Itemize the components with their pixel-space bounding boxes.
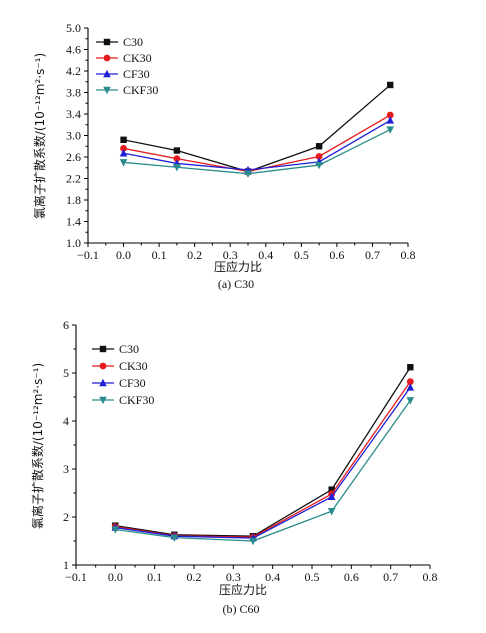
series-line-cf30	[123, 119, 391, 171]
y-tick-label: 1	[63, 558, 69, 572]
y-tick-label: 4.2	[66, 64, 81, 78]
x-tick-label: −0.1	[77, 248, 99, 262]
x-tick-label: 0.0	[116, 248, 131, 262]
y-tick-label: 3.0	[66, 129, 81, 143]
data-point-cf30	[119, 149, 128, 157]
y-tick-label: 1.0	[66, 236, 81, 250]
y-tick-label: 5	[63, 366, 69, 380]
data-point-ckf30	[327, 508, 336, 516]
y-tick-label: 4	[63, 414, 69, 428]
data-point-ckf30	[406, 397, 415, 405]
legend-marker-ck30	[103, 54, 111, 62]
y-tick-label: 3.4	[66, 107, 81, 121]
data-point-ck30	[406, 378, 414, 386]
data-point-ckf30	[173, 164, 181, 172]
y-axis-label: 氯离子扩散系数/(10⁻¹²m²·s⁻¹)	[30, 363, 45, 529]
legend-label-cf30: CF30	[119, 376, 146, 390]
x-tick-label: 0.1	[152, 248, 167, 262]
data-point-ckf30	[386, 126, 395, 134]
chart-caption: (b) C60	[223, 602, 260, 616]
data-point-cf30	[327, 492, 336, 501]
legend-label-ck30: CK30	[119, 359, 148, 373]
x-tick-label: 0.3	[223, 248, 238, 262]
data-point-c30	[328, 486, 335, 493]
y-tick-label: 2	[63, 510, 69, 524]
series-line-ckf30	[115, 399, 411, 542]
data-point-c30	[173, 147, 181, 154]
data-point-ck30	[173, 155, 181, 163]
data-point-ckf30	[111, 526, 120, 534]
legend-label-ckf30: CKF30	[123, 83, 158, 97]
x-tick-label: 0.2	[187, 570, 202, 584]
x-axis-label: 压应力比	[219, 582, 267, 597]
data-point-cf30	[386, 116, 395, 124]
x-tick-label: 0.7	[383, 570, 398, 584]
data-point-ckf30	[119, 159, 128, 167]
legend-marker-cf30	[103, 69, 111, 78]
data-point-c30	[387, 81, 394, 89]
y-axis-label: 氯离子扩散系数/(10⁻¹²m²·s⁻¹)	[32, 53, 47, 219]
x-tick-label: 0.3	[226, 570, 241, 584]
series-line-ckf30	[123, 129, 391, 175]
x-tick-label: 0.5	[305, 570, 320, 584]
y-tick-label: 3	[63, 462, 69, 476]
data-point-ckf30	[315, 161, 323, 170]
data-point-c30	[407, 364, 414, 371]
legend-marker-c30	[99, 345, 107, 353]
legend-marker-ckf30	[99, 396, 107, 405]
legend-marker-cf30	[99, 378, 107, 387]
x-tick-label: 0.6	[329, 248, 344, 262]
x-tick-label: 0.0	[108, 570, 123, 584]
series-line-c30	[123, 84, 391, 173]
x-tick-label: 0.4	[265, 570, 280, 584]
data-point-ck30	[315, 153, 323, 160]
legend-label-ckf30: CKF30	[119, 393, 154, 407]
data-point-c30	[120, 136, 127, 143]
chart-caption: (a) C30	[218, 277, 254, 291]
x-tick-label: 0.8	[401, 248, 416, 262]
y-tick-label: 2.2	[66, 172, 81, 186]
y-tick-label: 1.4	[66, 215, 81, 229]
y-tick-label: 3.8	[66, 86, 81, 100]
data-point-ck30	[386, 111, 394, 119]
chart-b-c60: −0.1 0.0 0.1 0.2 0.3 0.4 0.5 0.6 0.7 0.8 1 2 3 4 5 6 压应力…	[30, 318, 438, 616]
x-tick-label: 0.5	[294, 248, 309, 262]
y-tick-label: 2.6	[66, 150, 81, 164]
x-axis-label: 压应力比	[214, 259, 262, 274]
y-tick-label: 4.6	[66, 43, 81, 57]
x-tick-label: −0.1	[65, 570, 87, 584]
legend-label-cf30: CF30	[123, 67, 150, 81]
series-line-ck30	[115, 381, 411, 538]
data-point-cf30	[406, 383, 415, 391]
legend-marker-ck30	[99, 362, 107, 370]
y-tick-label: 1.8	[66, 193, 81, 207]
data-point-ckf30	[170, 534, 179, 542]
legend-label-ck30: CK30	[123, 51, 152, 65]
y-tick-label: 6	[63, 318, 69, 332]
legend-label-c30: C30	[119, 342, 139, 356]
chart-a-c30: −0.1 0.0 0.1 0.2 0.3 0.4 0.5 0.6 0.7 0.8 1.0 1.4 1.8…	[32, 21, 416, 291]
series-line-c30	[115, 366, 411, 537]
data-point-c30	[315, 143, 323, 150]
x-tick-label: 0.4	[258, 248, 273, 262]
data-point-ckf30	[249, 537, 257, 546]
x-tick-label: 0.1	[147, 570, 162, 584]
x-tick-label: 0.6	[344, 570, 359, 584]
x-tick-label: 0.7	[365, 248, 380, 262]
legend-label-c30: C30	[123, 35, 143, 49]
x-tick-label: 0.2	[187, 248, 202, 262]
y-tick-label: 5.0	[66, 21, 81, 35]
legend-marker-c30	[103, 38, 111, 46]
legend-marker-ckf30	[103, 86, 111, 95]
data-point-ckf30	[244, 170, 252, 178]
x-tick-label: 0.8	[423, 570, 438, 584]
data-point-ck30	[120, 145, 127, 152]
